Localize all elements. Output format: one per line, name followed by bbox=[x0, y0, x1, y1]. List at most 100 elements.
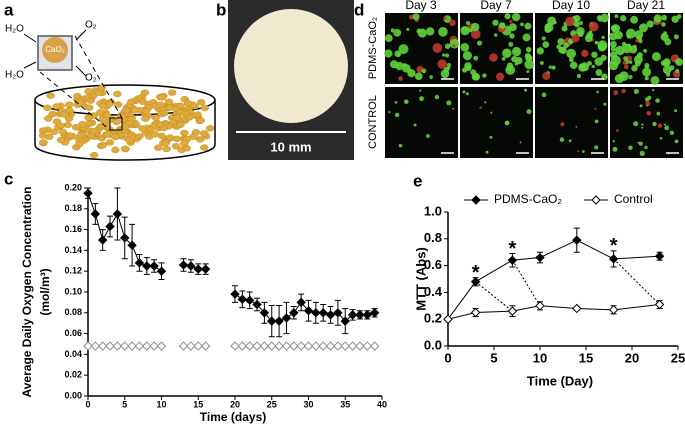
particle bbox=[154, 144, 163, 151]
cell bbox=[577, 150, 580, 153]
panel-label: c bbox=[4, 169, 13, 188]
cell bbox=[664, 125, 670, 131]
cell bbox=[652, 52, 661, 62]
cell bbox=[476, 40, 483, 46]
particle bbox=[89, 151, 99, 159]
cell bbox=[445, 53, 450, 58]
column-label: Day 10 bbox=[552, 0, 590, 12]
particle bbox=[43, 115, 53, 122]
marker bbox=[200, 341, 211, 351]
marker bbox=[369, 341, 380, 351]
cell bbox=[507, 67, 512, 71]
cell bbox=[673, 109, 678, 113]
cell bbox=[398, 143, 403, 148]
cell bbox=[462, 90, 466, 94]
cell bbox=[639, 150, 645, 157]
cell bbox=[657, 123, 663, 128]
x-tick-label: 10 bbox=[156, 399, 166, 409]
cell bbox=[644, 76, 649, 81]
cell bbox=[490, 111, 493, 114]
cell bbox=[492, 19, 499, 26]
marker bbox=[535, 252, 545, 263]
cell bbox=[389, 60, 399, 69]
legend-label: Control bbox=[614, 192, 653, 206]
cell bbox=[623, 64, 629, 70]
marker bbox=[470, 307, 481, 318]
particle bbox=[193, 111, 202, 118]
cell bbox=[641, 123, 644, 126]
x-tick-label: 5 bbox=[490, 350, 497, 365]
particle bbox=[135, 133, 144, 140]
cell bbox=[623, 56, 628, 61]
cell bbox=[471, 72, 480, 81]
zoom-box bbox=[109, 117, 123, 131]
cell bbox=[520, 22, 524, 27]
cell bbox=[635, 38, 639, 43]
cell bbox=[425, 27, 435, 36]
cell bbox=[628, 60, 633, 64]
cell bbox=[594, 145, 599, 150]
cell bbox=[603, 102, 607, 106]
marker bbox=[340, 341, 350, 351]
x-tick-label: 20 bbox=[230, 399, 240, 409]
particle bbox=[162, 145, 171, 153]
particle bbox=[43, 104, 52, 111]
marker bbox=[230, 289, 240, 299]
cell bbox=[559, 46, 567, 55]
y-tick-label: 0.2 bbox=[424, 311, 442, 326]
cell bbox=[565, 16, 575, 27]
particle bbox=[75, 140, 84, 148]
cell bbox=[676, 14, 682, 19]
particle bbox=[113, 90, 122, 98]
cell bbox=[515, 56, 523, 65]
particle bbox=[48, 110, 57, 118]
marker bbox=[443, 314, 453, 324]
particle bbox=[130, 107, 140, 114]
cell bbox=[539, 61, 544, 65]
particle bbox=[127, 98, 136, 105]
marker bbox=[325, 310, 336, 320]
cell bbox=[600, 13, 609, 23]
particle bbox=[97, 84, 106, 92]
marker bbox=[303, 341, 314, 351]
particle bbox=[185, 114, 194, 121]
cell bbox=[595, 69, 603, 76]
cell bbox=[508, 23, 517, 32]
cell bbox=[644, 63, 650, 69]
series-line bbox=[447, 303, 660, 320]
cell bbox=[446, 66, 451, 70]
y-axis-label: MTT (Abs) bbox=[413, 247, 428, 311]
particle bbox=[84, 114, 93, 121]
particle bbox=[151, 114, 160, 121]
cell bbox=[511, 12, 521, 22]
particle bbox=[200, 104, 209, 112]
cell bbox=[524, 22, 532, 30]
marker bbox=[237, 294, 248, 304]
cell bbox=[596, 90, 599, 94]
label: O₂ bbox=[85, 73, 97, 84]
marker bbox=[267, 316, 277, 326]
particle bbox=[64, 115, 74, 122]
marker bbox=[142, 261, 152, 271]
cell bbox=[519, 141, 522, 144]
cell bbox=[575, 125, 578, 128]
cell bbox=[390, 28, 395, 33]
row-label: CONTROL bbox=[367, 95, 379, 149]
particle bbox=[60, 111, 69, 118]
marker bbox=[303, 306, 314, 316]
cell bbox=[557, 38, 565, 46]
cell bbox=[443, 16, 447, 20]
cell bbox=[388, 111, 391, 114]
cell bbox=[614, 30, 623, 40]
cell bbox=[633, 88, 639, 95]
cell bbox=[556, 44, 562, 50]
cell bbox=[669, 130, 675, 136]
cell bbox=[536, 47, 544, 55]
cell bbox=[522, 33, 531, 42]
cell bbox=[525, 46, 532, 53]
cell bbox=[569, 61, 578, 70]
particle bbox=[159, 110, 169, 117]
particle bbox=[140, 89, 150, 96]
x-tick-label: 0 bbox=[444, 350, 451, 365]
